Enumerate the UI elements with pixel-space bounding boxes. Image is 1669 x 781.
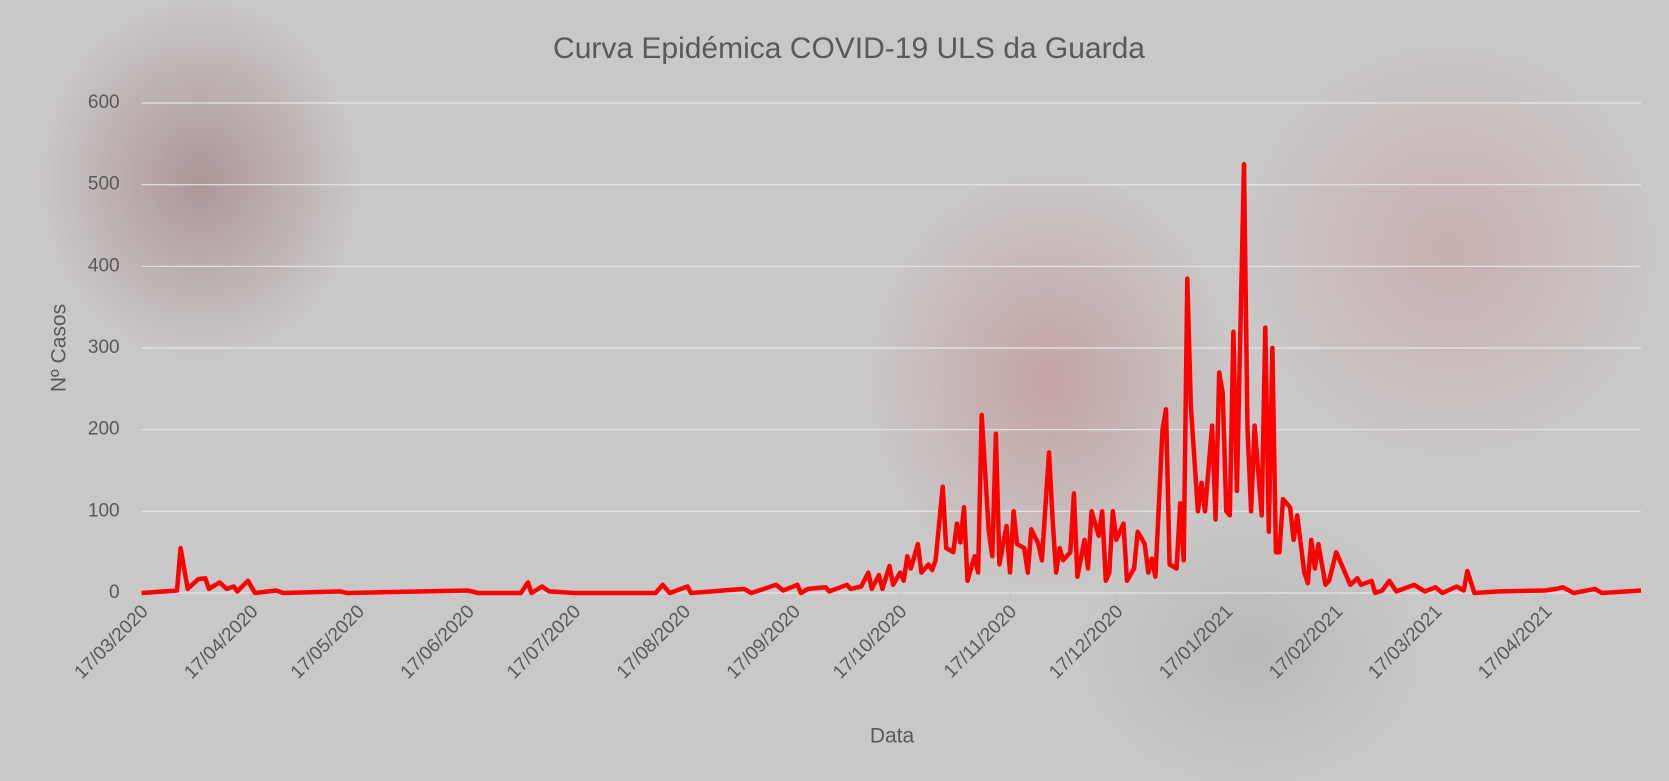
x-tick-label: 17/09/2020 <box>723 601 805 683</box>
data-line <box>142 164 1641 593</box>
x-tick-label: 17/02/2021 <box>1265 601 1347 683</box>
x-tick-label: 17/03/2021 <box>1364 601 1446 683</box>
x-tick-label: 17/06/2020 <box>397 601 479 683</box>
x-tick-label: 17/08/2020 <box>613 601 695 683</box>
x-tick-label: 17/07/2020 <box>503 601 585 683</box>
x-tick-label: 17/04/2020 <box>180 601 262 683</box>
x-tick-label: 17/10/2020 <box>829 601 911 683</box>
y-tick-label: 600 <box>88 92 120 113</box>
x-tick-label: 17/01/2021 <box>1155 601 1237 683</box>
y-tick-label: 300 <box>88 337 120 358</box>
x-tick-label: 17/11/2020 <box>940 601 1021 682</box>
x-tick-label: 17/03/2020 <box>71 601 153 683</box>
y-tick-label: 200 <box>88 419 120 440</box>
x-tick-label: 17/04/2021 <box>1474 601 1556 683</box>
chart: Curva Epidémica COVID-19 ULS da Guarda N… <box>0 0 1669 781</box>
y-axis-title: Nº Casos <box>48 304 71 392</box>
y-tick-label: 100 <box>88 500 120 521</box>
x-tick-label: 17/12/2020 <box>1045 601 1127 683</box>
y-tick-label: 500 <box>88 174 120 195</box>
x-axis-title: Data <box>870 725 915 748</box>
page: Curva Epidémica COVID-19 ULS da Guarda N… <box>0 0 1669 781</box>
chart-title: Curva Epidémica COVID-19 ULS da Guarda <box>553 32 1145 65</box>
y-tick-label: 0 <box>109 582 120 603</box>
y-tick-label: 400 <box>88 255 120 276</box>
x-tick-label: 17/05/2020 <box>287 601 369 683</box>
